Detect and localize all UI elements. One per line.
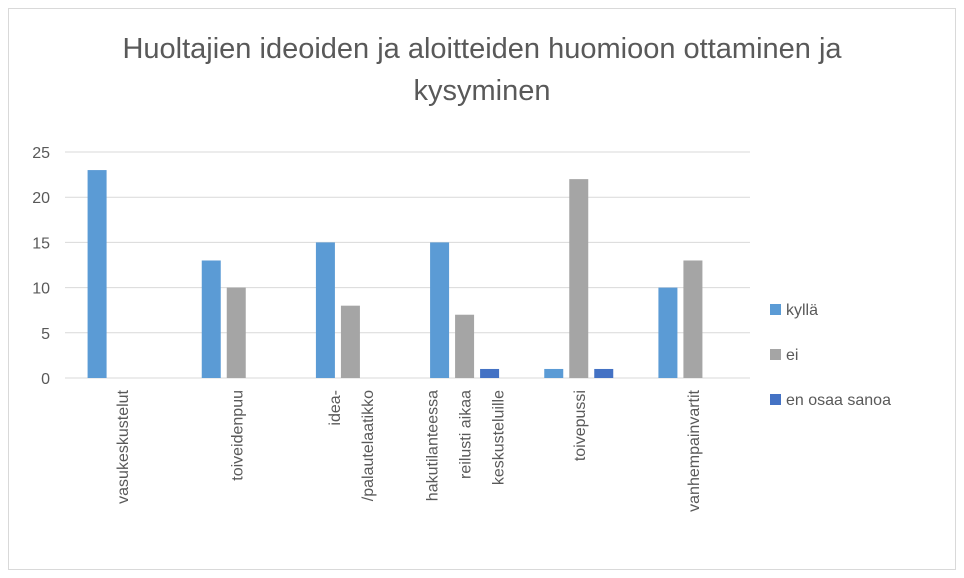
x-tick-label: vasukeskustelut: [115, 389, 132, 503]
chart-frame: [8, 8, 956, 570]
bar: [87, 170, 107, 378]
bar: [226, 287, 246, 378]
legend-swatch: [770, 394, 781, 405]
y-tick-label: 25: [32, 145, 50, 162]
bar: [430, 242, 450, 378]
bar: [340, 305, 360, 378]
x-tick-label: toivepussi: [572, 390, 589, 461]
bar: [201, 260, 221, 378]
bar: [658, 287, 678, 378]
bar: [544, 368, 564, 378]
legend-label: en osaa sanoa: [786, 392, 891, 409]
y-tick-label: 5: [41, 326, 50, 343]
bar: [315, 242, 335, 378]
bar: [569, 179, 589, 378]
legend-label: kyllä: [786, 302, 818, 319]
x-tick-label: hakutilanteessa reilusti aikaa keskustelui…: [425, 390, 508, 501]
bar: [480, 368, 500, 378]
legend-swatch: [770, 304, 781, 315]
bar: [594, 368, 614, 378]
x-tick-label: vanhempainvartit: [686, 389, 703, 511]
bar: [455, 314, 475, 378]
x-tick-label: idea-/palautelaatikko: [327, 390, 377, 501]
legend-label: ei: [786, 347, 798, 364]
y-tick-label: 10: [32, 281, 50, 298]
y-tick-label: 20: [32, 190, 50, 207]
bar: [683, 260, 703, 378]
y-tick-label: 15: [32, 235, 50, 252]
legend-swatch: [770, 349, 781, 360]
chart-title: Huoltajien ideoiden ja aloitteiden huomi…: [122, 33, 842, 107]
x-tick-label: toiveidenpuu: [229, 390, 246, 481]
y-tick-label: 0: [41, 371, 50, 388]
